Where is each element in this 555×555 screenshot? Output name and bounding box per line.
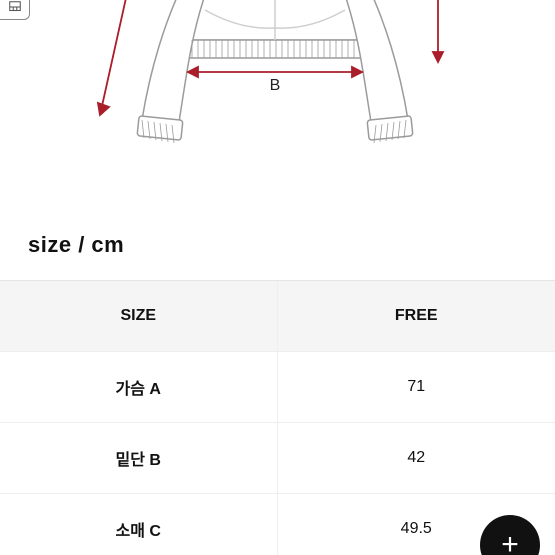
table-row: 소매 C 49.5 [0, 494, 555, 555]
size-table: SIZE FREE 가슴 A 71 밑단 B 42 소매 C 49.5 [0, 280, 555, 555]
row-label: 가슴 A [0, 352, 278, 422]
layout-icon [7, 0, 23, 14]
row-value: 71 [278, 352, 555, 422]
row-value: 42 [278, 423, 555, 493]
table-row: 가슴 A 71 [0, 352, 555, 423]
table-header-free: FREE [278, 281, 555, 351]
table-header-row: SIZE FREE [0, 281, 555, 352]
row-label: 소매 C [0, 494, 278, 555]
diagram-label-b: B [270, 77, 281, 94]
table-row: 밑단 B 42 [0, 423, 555, 494]
plus-icon: + [501, 528, 519, 555]
garment-diagram: B C [70, 0, 480, 160]
table-header-size: SIZE [0, 281, 278, 351]
diagram-label-c: C [116, 0, 128, 4]
row-label: 밑단 B [0, 423, 278, 493]
size-heading: size / cm [28, 232, 124, 258]
float-toolbar-button[interactable] [0, 0, 30, 20]
